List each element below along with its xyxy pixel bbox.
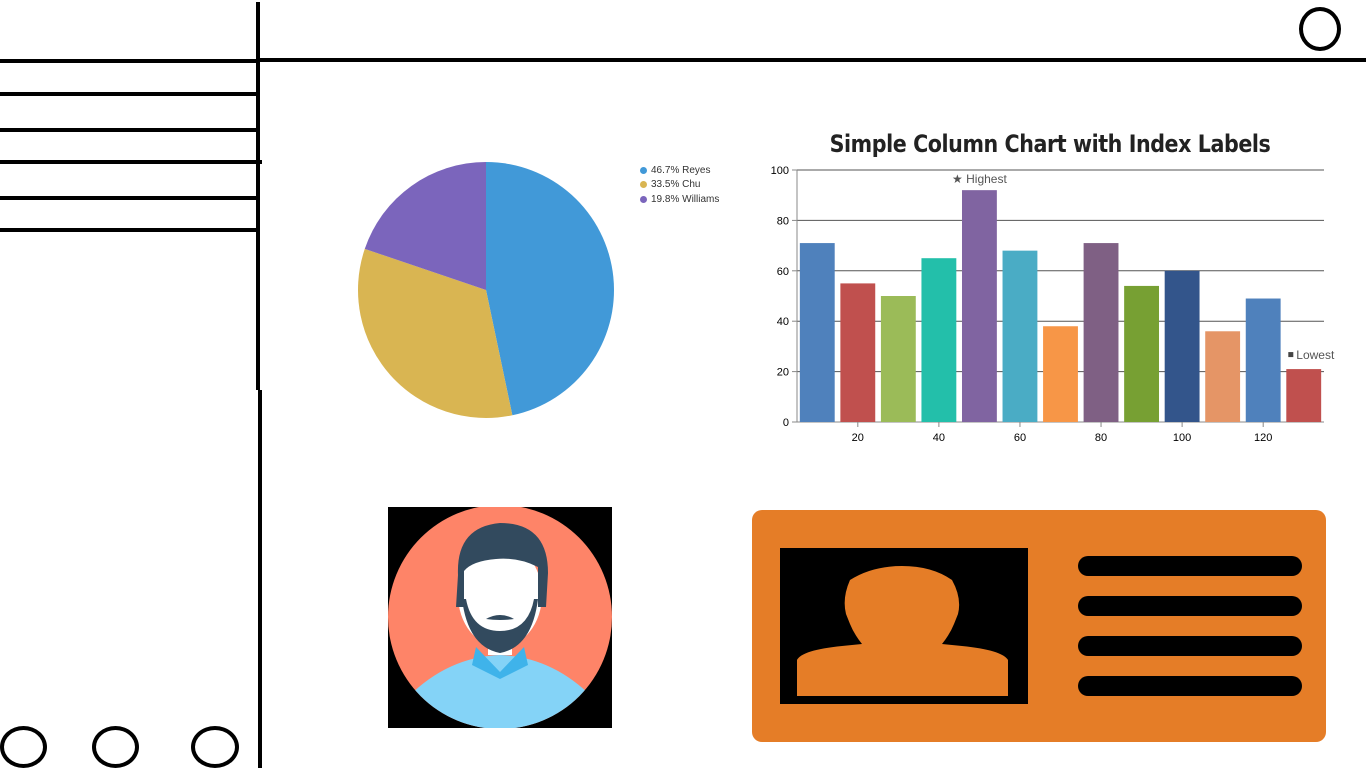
column-bar	[1286, 369, 1322, 422]
index-label-marker	[1288, 352, 1294, 358]
legend-dot	[640, 195, 647, 203]
column-bar	[1205, 331, 1241, 422]
index-label: ★ Highest	[952, 172, 1007, 186]
footer-circle-button-3[interactable]	[191, 726, 239, 768]
hair-shape	[456, 523, 548, 607]
legend-dot	[640, 181, 647, 189]
id-text-line-3	[1078, 636, 1302, 656]
sidebar-menu-line-3[interactable]	[0, 128, 258, 132]
column-bar	[799, 243, 835, 422]
id-card-icon	[752, 510, 1326, 742]
beard-shape	[462, 599, 538, 653]
legend-label: 46.7% Reyes	[651, 164, 711, 176]
column-chart: 0 20 40 60 80 100 20 40 60 80 100 120 ★ Highest Lowes…	[771, 165, 1335, 444]
sidebar-menu-line-1[interactable]	[0, 59, 258, 63]
legend-label: 19.8% Williams	[651, 193, 720, 205]
y-tick-label: 40	[777, 316, 789, 328]
x-tick-label: 40	[933, 432, 945, 444]
header-bar-line	[258, 58, 1366, 62]
column-bar	[921, 258, 957, 422]
pie-slice	[364, 162, 486, 290]
chart-title: Simple Column Chart with Index Labels	[829, 130, 1271, 158]
column-bar	[1083, 243, 1119, 422]
id-text-line-4	[1078, 676, 1302, 696]
index-label: Lowest	[1296, 348, 1335, 362]
shirt-shape	[408, 655, 592, 728]
x-tick-label: 120	[1254, 432, 1272, 444]
column-bar	[1043, 326, 1078, 422]
sidebar-divider-lower	[258, 390, 262, 768]
y-tick-label: 20	[777, 367, 789, 379]
sidebar-menu-line-5[interactable]	[0, 196, 258, 200]
column-bar	[961, 190, 997, 422]
face-shape	[458, 543, 542, 647]
footer-circle-button-2[interactable]	[92, 726, 139, 768]
legend-item: 46.7% Reyes	[640, 163, 719, 178]
column-bar	[1164, 270, 1200, 422]
id-text-line-2	[1078, 596, 1302, 616]
y-tick-label: 100	[771, 165, 789, 177]
legend-item: 19.8% Williams	[640, 192, 719, 207]
x-tick-label: 100	[1173, 432, 1191, 444]
mustache-shape	[486, 615, 514, 620]
legend-dot	[640, 166, 647, 174]
collar-shape	[472, 647, 528, 679]
legend-label: 33.5% Chu	[651, 179, 701, 191]
sidebar-divider	[256, 2, 260, 390]
pie-legend: 46.7% Reyes 33.5% Chu 19.8% Williams	[640, 163, 719, 207]
profile-circle-button[interactable]	[1299, 7, 1341, 51]
column-bar	[1124, 285, 1160, 422]
pie-chart	[358, 162, 614, 418]
user-avatar-image	[388, 507, 612, 728]
id-text-line-1	[1078, 556, 1302, 576]
x-tick-label: 60	[1014, 432, 1026, 444]
sidebar-menu-line-4[interactable]	[0, 160, 262, 164]
sidebar-menu-line-6[interactable]	[0, 228, 258, 232]
x-tick-label: 20	[852, 432, 864, 444]
pie-slice	[486, 162, 614, 416]
sidebar-menu-line-2[interactable]	[0, 92, 258, 96]
y-tick-label: 80	[777, 215, 789, 227]
pie-slice	[358, 248, 513, 418]
legend-item: 33.5% Chu	[640, 178, 719, 193]
column-bar	[840, 283, 876, 422]
column-bar	[880, 296, 916, 422]
column-bar	[1002, 250, 1038, 422]
person-silhouette	[797, 566, 1008, 696]
footer-circle-button-1[interactable]	[0, 726, 47, 768]
y-tick-label: 60	[777, 266, 789, 278]
x-tick-label: 80	[1095, 432, 1107, 444]
y-tick-label: 0	[783, 417, 789, 429]
column-bar	[1245, 298, 1281, 422]
